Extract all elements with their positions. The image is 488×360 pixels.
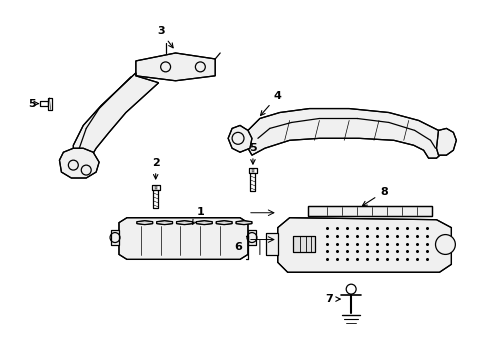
Text: 5: 5 bbox=[248, 143, 256, 164]
Polygon shape bbox=[247, 109, 446, 158]
Polygon shape bbox=[436, 129, 455, 155]
Polygon shape bbox=[248, 168, 256, 173]
Text: 6: 6 bbox=[234, 243, 242, 252]
Text: 8: 8 bbox=[362, 187, 387, 206]
Polygon shape bbox=[216, 221, 232, 225]
Text: 1: 1 bbox=[192, 207, 204, 224]
Polygon shape bbox=[156, 221, 172, 225]
Polygon shape bbox=[47, 98, 52, 109]
Polygon shape bbox=[151, 185, 160, 190]
Polygon shape bbox=[60, 148, 99, 178]
Polygon shape bbox=[250, 173, 255, 191]
Text: 4: 4 bbox=[260, 91, 281, 116]
Polygon shape bbox=[154, 186, 156, 189]
Polygon shape bbox=[153, 190, 158, 208]
Polygon shape bbox=[307, 206, 431, 216]
Polygon shape bbox=[292, 235, 315, 252]
Polygon shape bbox=[137, 221, 152, 225]
Polygon shape bbox=[236, 221, 251, 225]
Polygon shape bbox=[111, 230, 119, 246]
Polygon shape bbox=[40, 101, 47, 106]
Text: 5: 5 bbox=[28, 99, 39, 109]
Circle shape bbox=[435, 235, 454, 255]
Polygon shape bbox=[265, 233, 277, 255]
Text: 2: 2 bbox=[151, 158, 159, 179]
Polygon shape bbox=[228, 125, 251, 152]
Polygon shape bbox=[277, 218, 450, 272]
Text: 3: 3 bbox=[157, 26, 173, 48]
Polygon shape bbox=[119, 218, 247, 260]
Text: 7: 7 bbox=[325, 294, 340, 304]
Polygon shape bbox=[136, 53, 215, 81]
Polygon shape bbox=[176, 221, 192, 225]
Polygon shape bbox=[73, 73, 158, 162]
Polygon shape bbox=[247, 230, 255, 246]
Polygon shape bbox=[251, 169, 253, 172]
Polygon shape bbox=[196, 221, 212, 225]
